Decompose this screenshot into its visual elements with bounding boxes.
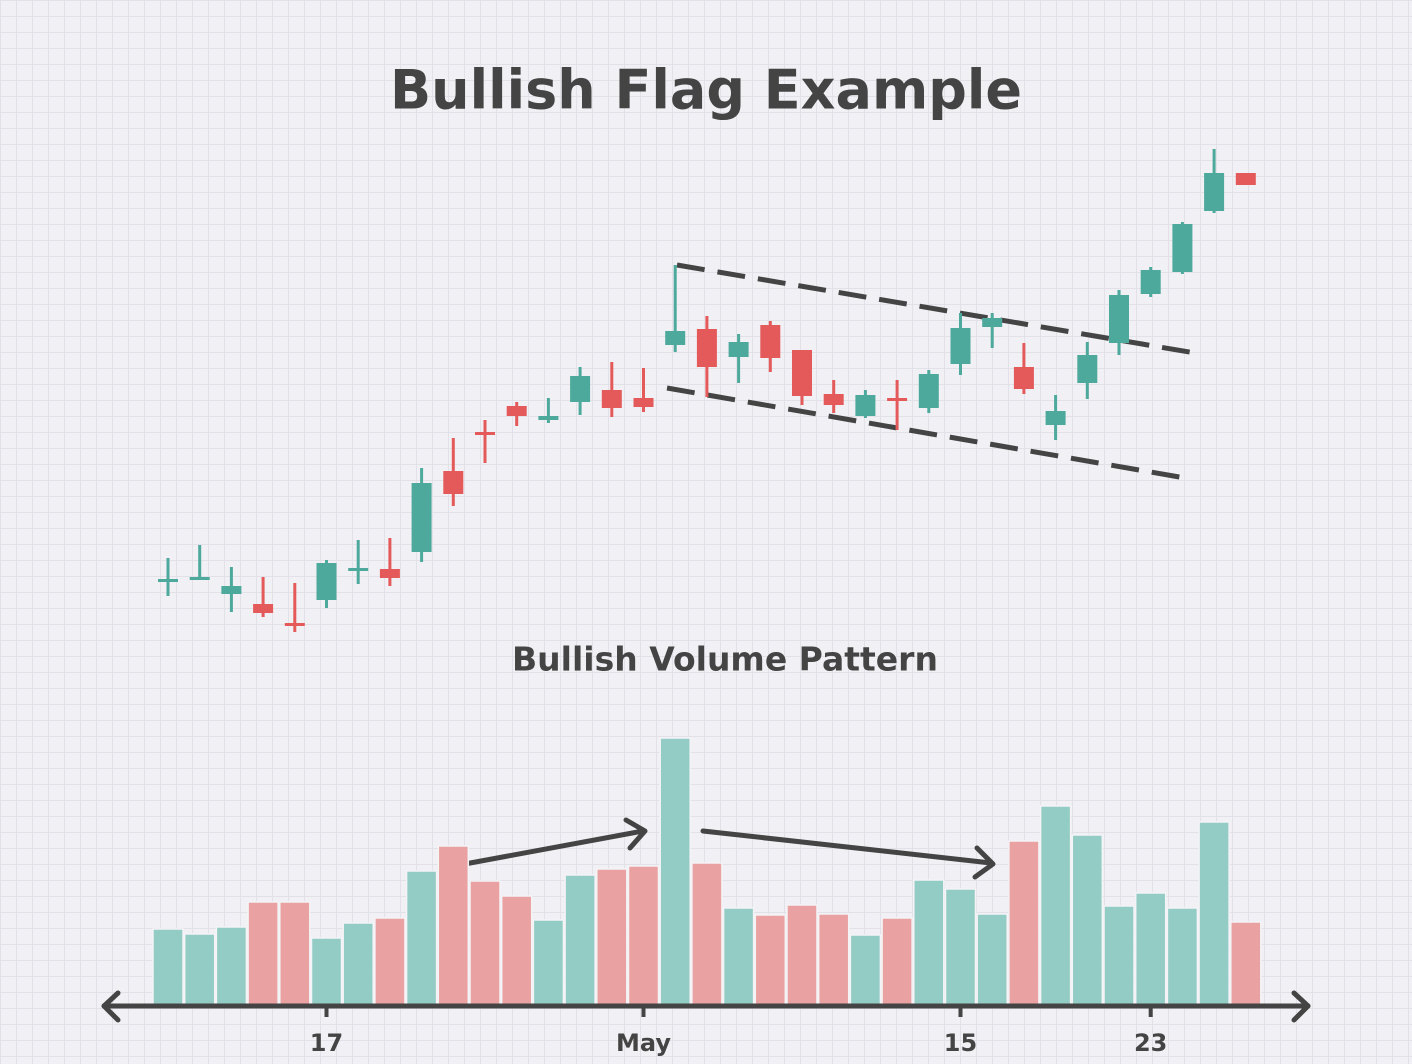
volume-bar (152, 928, 184, 1006)
volume-bar (247, 901, 279, 1006)
candle-body (792, 350, 812, 396)
volume-bar (849, 934, 882, 1006)
candle-body (982, 318, 1003, 327)
flag-upper (676, 262, 1196, 356)
volume-bar (1039, 805, 1072, 1006)
volume-bar (1008, 840, 1040, 1006)
candle-body (348, 568, 369, 571)
volume-bar (659, 737, 691, 1006)
volume-bar (1198, 821, 1230, 1006)
flag-lines (666, 262, 1196, 481)
chart-title: Bullish Flag Example (390, 59, 1022, 122)
candle-body (1045, 411, 1066, 425)
candle-body (1235, 173, 1256, 185)
volume-bar (215, 926, 248, 1006)
candle-body (887, 398, 908, 401)
candle-body (379, 569, 400, 578)
candle-body (411, 483, 432, 552)
volume-bar (754, 914, 787, 1006)
volume-bar (310, 937, 343, 1006)
volume-bar (564, 874, 596, 1006)
candle-body (665, 331, 686, 345)
arrow-head (972, 845, 996, 880)
volume-bar (881, 917, 913, 1006)
arrow-down (700, 828, 994, 866)
volume-bar (1134, 892, 1167, 1006)
volume-bar (786, 904, 818, 1006)
candle-body (189, 577, 210, 580)
x-tick-label: May (616, 1029, 671, 1057)
volume-bar (1166, 907, 1199, 1006)
candle-body (316, 563, 337, 600)
candle-body (1204, 173, 1225, 211)
candle-body (1077, 355, 1098, 383)
volume-bar (1071, 834, 1104, 1006)
candle-body (601, 390, 622, 408)
volume-bar (817, 913, 850, 1006)
volume-bar (374, 917, 406, 1006)
candle-body (221, 586, 242, 594)
volume-bar (469, 880, 501, 1006)
candle-body (950, 328, 971, 364)
marks: 17 May 15 23 (152, 149, 1262, 1057)
volume-bar (722, 907, 755, 1006)
volume-bar (500, 895, 533, 1006)
candle-body (253, 604, 274, 613)
candle-body (538, 416, 559, 420)
volume-bar (596, 868, 628, 1006)
volume-title: Bullish Volume Pattern (512, 640, 938, 679)
x-axis (101, 990, 1311, 1023)
volume-bar (183, 933, 216, 1006)
volume-arrows (451, 817, 996, 880)
volume-bar (976, 913, 1008, 1006)
x-tick-label: 17 (310, 1029, 343, 1057)
axis-arrow (101, 990, 121, 1023)
candle-body (728, 342, 749, 357)
volume-bar (405, 870, 438, 1006)
candle-body (284, 623, 305, 626)
volume-bar (627, 865, 660, 1006)
volume-bar (342, 922, 374, 1006)
candle-body (855, 395, 876, 416)
candle-body (633, 398, 654, 407)
volume-bar (532, 919, 565, 1006)
candle-body (506, 406, 527, 416)
candle-body (158, 579, 178, 582)
candle-body (760, 325, 781, 358)
candle-body (823, 394, 844, 405)
volume-bar (1230, 921, 1262, 1006)
candle-body (1013, 367, 1034, 389)
arrow-up (451, 828, 646, 869)
volume-bar (437, 845, 470, 1006)
axis-arrow (1291, 990, 1311, 1023)
candle-body (1109, 295, 1129, 343)
candle-body (1140, 270, 1161, 294)
x-tick-label: 23 (1134, 1029, 1167, 1057)
volume-bar (913, 879, 945, 1006)
flag-lower (666, 385, 1186, 481)
arrow-head (623, 817, 648, 851)
volume-bar (279, 901, 311, 1006)
candle-body (443, 471, 464, 494)
candle-body (570, 376, 591, 402)
volume-bar (944, 888, 977, 1006)
volume-bar (691, 862, 723, 1006)
candle-body (918, 374, 939, 408)
x-tick-label: 15 (944, 1029, 977, 1057)
candle-body (696, 329, 717, 367)
volume-bar (1103, 905, 1135, 1006)
candle-body (1172, 224, 1193, 272)
candle-body (475, 432, 495, 435)
